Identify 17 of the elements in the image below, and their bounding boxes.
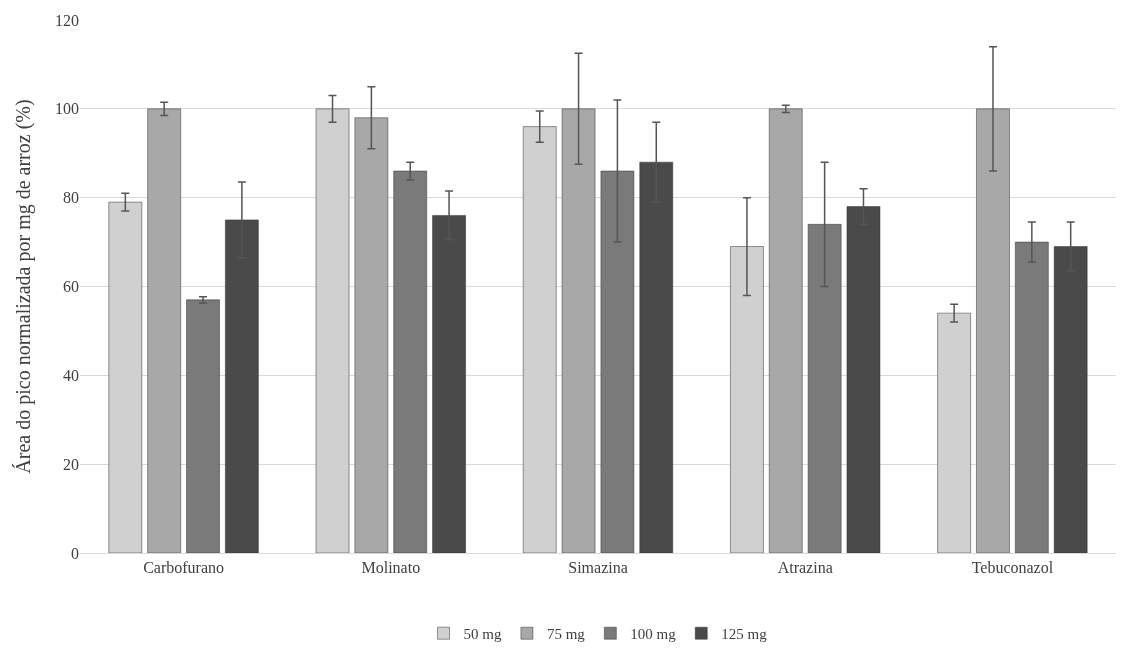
x-tick-label: Molinato [361, 559, 421, 577]
y-tick-label: 120 [55, 11, 79, 29]
x-tick-label: Carbofurano [143, 559, 225, 577]
y-tick-label: 100 [55, 100, 79, 118]
y-tick-label: 20 [63, 455, 79, 473]
legend-label: 100 mg [630, 626, 677, 643]
y-tick-label: 40 [63, 366, 79, 384]
y-axis-title: Área do pico normalizada por mg de arroz (%) [12, 99, 35, 474]
y-tick-label: 60 [63, 278, 79, 296]
x-tick-label: Tebuconazol [971, 559, 1054, 577]
legend-label: 50 mg [463, 626, 502, 643]
legend-label: 125 mg [721, 626, 768, 643]
legend-label: 75 mg [546, 626, 586, 643]
x-tick-label: Atrazina [777, 559, 833, 577]
x-tick-label: Simazina [568, 559, 628, 577]
y-tick-label: 80 [63, 189, 79, 207]
y-tick-label: 0 [71, 544, 79, 562]
